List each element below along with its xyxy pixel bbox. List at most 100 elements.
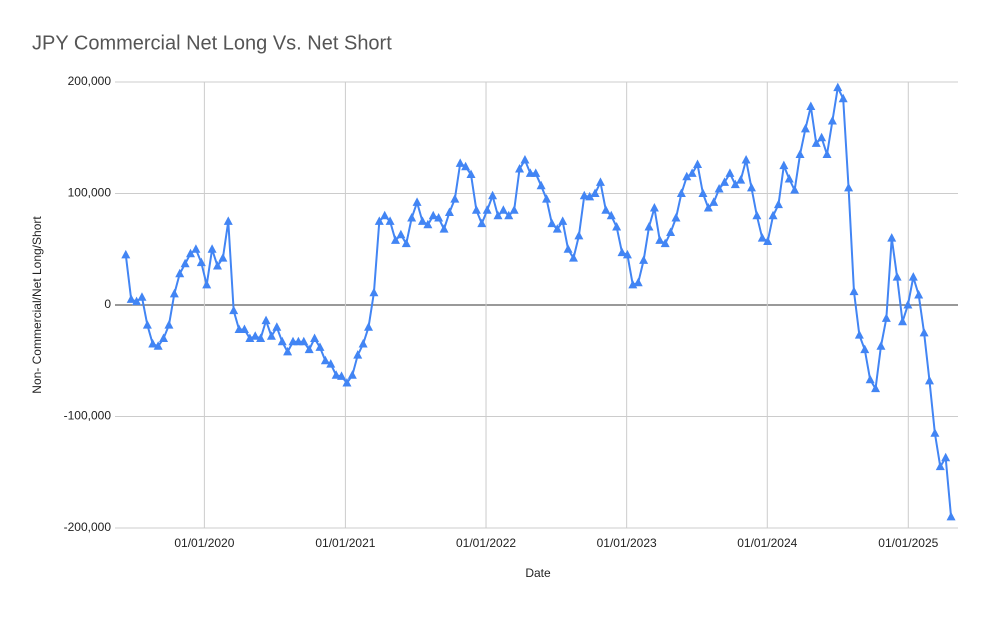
data-point bbox=[315, 342, 325, 351]
data-point bbox=[401, 238, 411, 248]
data-point bbox=[202, 279, 212, 289]
data-point bbox=[644, 221, 654, 231]
data-point bbox=[385, 216, 395, 225]
data-point bbox=[919, 327, 929, 337]
data-point bbox=[838, 93, 848, 103]
data-point bbox=[175, 268, 185, 278]
data-point bbox=[736, 175, 746, 184]
data-point bbox=[439, 224, 449, 233]
data-point bbox=[887, 233, 897, 242]
data-point bbox=[504, 210, 514, 220]
data-point bbox=[563, 244, 573, 253]
data-point bbox=[860, 344, 870, 354]
data-point bbox=[229, 305, 239, 315]
data-point bbox=[542, 194, 552, 203]
data-point bbox=[757, 233, 767, 242]
data-point bbox=[196, 257, 206, 267]
data-point bbox=[752, 210, 762, 220]
data-point bbox=[331, 370, 341, 379]
data-point bbox=[299, 336, 309, 346]
data-point bbox=[266, 331, 276, 340]
y-tick-label: 0 bbox=[104, 297, 111, 311]
data-point bbox=[223, 216, 233, 225]
data-point bbox=[827, 116, 837, 125]
data-point bbox=[768, 210, 778, 220]
data-point bbox=[601, 205, 611, 214]
data-point bbox=[417, 216, 427, 225]
chart-title: JPY Commercial Net Long Vs. Net Short bbox=[32, 32, 392, 54]
data-point bbox=[180, 258, 190, 268]
data-point bbox=[617, 247, 627, 257]
data-point bbox=[924, 375, 934, 385]
data-point bbox=[779, 160, 789, 170]
data-point bbox=[574, 230, 584, 240]
data-point bbox=[272, 322, 282, 331]
data-point bbox=[304, 344, 314, 354]
data-point bbox=[396, 229, 406, 239]
data-point bbox=[914, 289, 924, 299]
data-point bbox=[903, 300, 913, 309]
data-point bbox=[800, 123, 810, 133]
data-point bbox=[358, 339, 368, 348]
data-point bbox=[811, 138, 821, 147]
data-point bbox=[239, 324, 249, 334]
data-point bbox=[509, 205, 519, 214]
data-point bbox=[552, 224, 562, 233]
data-point bbox=[763, 236, 773, 245]
data-point bbox=[595, 177, 605, 186]
data-point bbox=[865, 374, 875, 384]
data-point bbox=[687, 168, 697, 177]
data-point bbox=[466, 169, 476, 179]
data-point bbox=[390, 235, 400, 244]
data-point bbox=[310, 333, 320, 342]
data-point bbox=[412, 197, 422, 206]
data-point bbox=[568, 253, 578, 262]
data-point bbox=[164, 320, 174, 329]
y-tick-label: 100,000 bbox=[68, 186, 112, 200]
data-point bbox=[720, 177, 730, 186]
data-point bbox=[784, 174, 794, 183]
y-axis-title: Non- Commercial/Net Long/Short bbox=[30, 216, 44, 394]
data-point bbox=[741, 155, 751, 164]
data-point bbox=[703, 202, 713, 212]
data-point bbox=[871, 383, 881, 393]
y-tick-label: -200,000 bbox=[64, 520, 112, 534]
data-point bbox=[639, 255, 649, 264]
data-point bbox=[326, 359, 336, 368]
data-point bbox=[547, 218, 557, 228]
data-point bbox=[148, 339, 158, 348]
data-point bbox=[520, 155, 530, 164]
data-point bbox=[773, 199, 783, 209]
data-point bbox=[369, 287, 379, 297]
data-point bbox=[434, 213, 444, 222]
data-point bbox=[633, 277, 643, 287]
x-tick-label: 01/01/2022 bbox=[456, 536, 516, 550]
data-point bbox=[531, 168, 541, 177]
data-point bbox=[854, 330, 864, 339]
data-point bbox=[186, 248, 196, 258]
data-line bbox=[124, 84, 953, 517]
x-tick-label: 01/01/2020 bbox=[174, 536, 234, 550]
data-point bbox=[655, 235, 665, 244]
data-point bbox=[455, 158, 465, 167]
data-point bbox=[450, 194, 460, 203]
data-point bbox=[218, 253, 228, 262]
data-point bbox=[461, 161, 471, 171]
data-point bbox=[191, 244, 201, 253]
data-point bbox=[337, 371, 347, 380]
data-point bbox=[693, 159, 703, 169]
data-point bbox=[612, 221, 622, 231]
data-point bbox=[353, 350, 363, 359]
data-point bbox=[159, 333, 169, 342]
data-point bbox=[477, 218, 487, 228]
data-point bbox=[283, 346, 293, 356]
data-point bbox=[709, 197, 719, 206]
data-point bbox=[515, 163, 525, 173]
data-point bbox=[585, 191, 595, 201]
data-point bbox=[790, 185, 800, 194]
data-point bbox=[590, 188, 600, 197]
data-point bbox=[579, 190, 589, 200]
data-point bbox=[374, 216, 384, 225]
data-point bbox=[606, 210, 616, 220]
